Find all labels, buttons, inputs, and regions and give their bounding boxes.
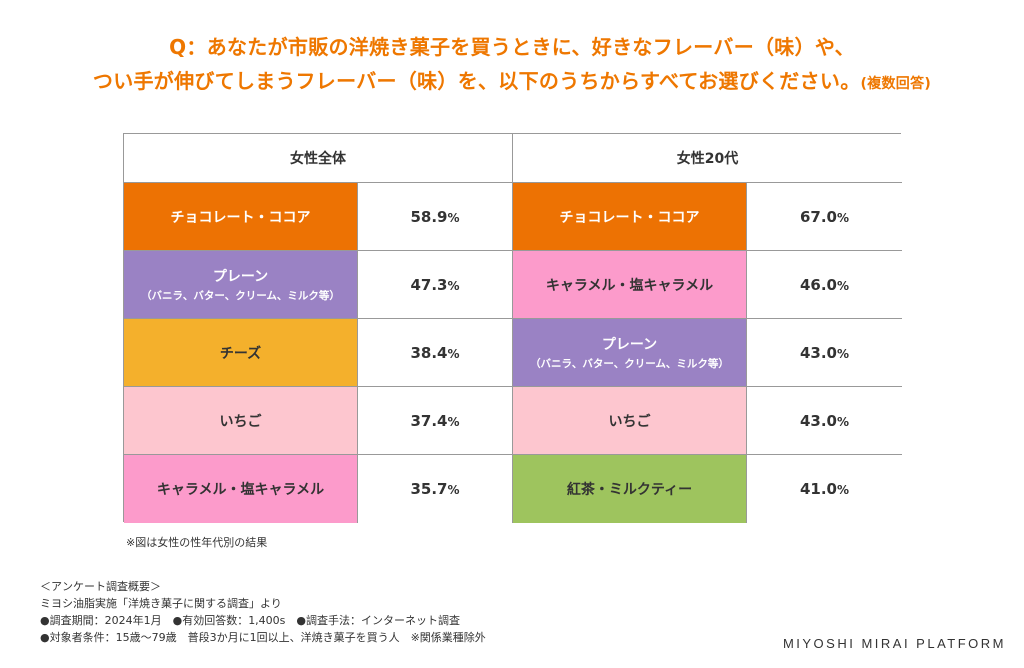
multiple-answer-note: (複数回答) [860,76,932,92]
right-rank-5-label: 紅茶・ミルクティー [513,455,747,523]
question-title-line-2-text: つい手が伸びてしまうフレーバー（味）を、以下のうちからすべてお選びください。 [92,69,861,93]
percentage-value: 43.0 [799,411,837,430]
flavor-ranking-table: 女性全体 女性20代 チョコレート・ココア 58.9% チョコレート・ココア 6… [123,133,902,523]
flavor-sublabel: （バニラ、バター、クリーム、ミルク等） [530,358,729,370]
right-rank-3-label: プレーン （バニラ、バター、クリーム、ミルク等） [513,319,747,387]
left-rank-2-value: 47.3% [358,251,513,319]
flavor-sublabel: （バニラ、バター、クリーム、ミルク等） [141,290,340,302]
flavor-label: キャラメル・塩キャラメル [156,482,325,498]
survey-source: ミヨシ油脂実施「洋焼き菓子に関する調査」より [40,597,282,610]
question-title-line-1: Q：あなたが市販の洋焼き菓子を買うときに、好きなフレーバー（味）や、 [169,35,855,59]
percentage-value: 67.0 [799,207,837,226]
percentage-value: 38.4 [410,343,448,362]
flavor-label: 紅茶・ミルクティー [566,482,693,498]
percent-unit: % [447,278,460,293]
survey-period-line: ●調査期間：2024年1月 ●有効回答数：1,400s ●調査手法：インターネッ… [40,614,461,627]
percent-unit: % [447,210,460,225]
percent-unit: % [447,414,460,429]
percent-unit: % [836,483,850,497]
left-rank-3-value: 38.4% [358,319,513,387]
percentage-value: 47.3 [410,275,448,294]
percentage-value: 35.7 [410,480,448,498]
survey-heading: ＜アンケート調査概要＞ [40,580,161,593]
percentage-value: 46.0 [799,275,837,294]
right-rank-4-value: 43.0% [747,387,902,455]
percent-unit: % [447,483,460,497]
percentage-value: 43.0 [799,343,837,362]
right-rank-5-value: 41.0% [747,455,902,523]
left-rank-4-value: 37.4% [358,387,513,455]
flavor-label: プレーン [212,269,269,285]
left-rank-5-label: キャラメル・塩キャラメル [124,455,358,523]
left-rank-5-value: 35.7% [358,455,513,523]
flavor-label: いちご [219,413,262,430]
percentage-value: 41.0 [799,480,837,498]
brand-logo-text: MIYOSHI MIRAI PLATFORM [782,636,1006,651]
flavor-label: プレーン [601,337,658,353]
header-women-all: 女性全体 [124,134,513,183]
percent-unit: % [836,210,850,225]
percent-unit: % [447,346,460,361]
left-rank-4-label: いちご [124,387,358,455]
chart-footnote: ※図は女性の性年代別の結果 [126,536,268,549]
header-women-20s: 女性20代 [513,134,902,183]
question-title-line-2: つい手が伸びてしまうフレーバー（味）を、以下のうちからすべてお選びください。(複… [0,64,1024,101]
left-rank-2-label: プレーン （バニラ、バター、クリーム、ミルク等） [124,251,358,319]
flavor-label: チョコレート・ココア [170,209,311,226]
percent-unit: % [836,346,850,361]
percent-unit: % [836,278,850,293]
survey-target-line: ●対象者条件：15歳〜79歳 普段3か月に1回以上、洋焼き菓子を買う人 ※関係業… [40,631,486,644]
flavor-label: チョコレート・ココア [559,209,700,226]
percentage-value: 58.9 [410,207,448,226]
flavor-label: キャラメル・塩キャラメル [545,277,714,294]
survey-overview: ＜アンケート調査概要＞ ミヨシ油脂実施「洋焼き菓子に関する調査」より ●調査期間… [40,578,486,646]
right-rank-3-value: 43.0% [747,319,902,387]
right-rank-1-label: チョコレート・ココア [513,183,747,251]
flavor-label: いちご [608,413,651,430]
left-rank-3-label: チーズ [124,319,358,387]
left-rank-1-value: 58.9% [358,183,513,251]
right-rank-2-value: 46.0% [747,251,902,319]
question-title: Q：あなたが市販の洋焼き菓子を買うときに、好きなフレーバー（味）や、 つい手が伸… [0,30,1024,101]
right-rank-2-label: キャラメル・塩キャラメル [513,251,747,319]
left-rank-1-label: チョコレート・ココア [124,183,358,251]
flavor-label: チーズ [219,345,262,362]
percent-unit: % [836,414,850,429]
percentage-value: 37.4 [410,411,448,430]
right-rank-4-label: いちご [513,387,747,455]
right-rank-1-value: 67.0% [747,183,902,251]
